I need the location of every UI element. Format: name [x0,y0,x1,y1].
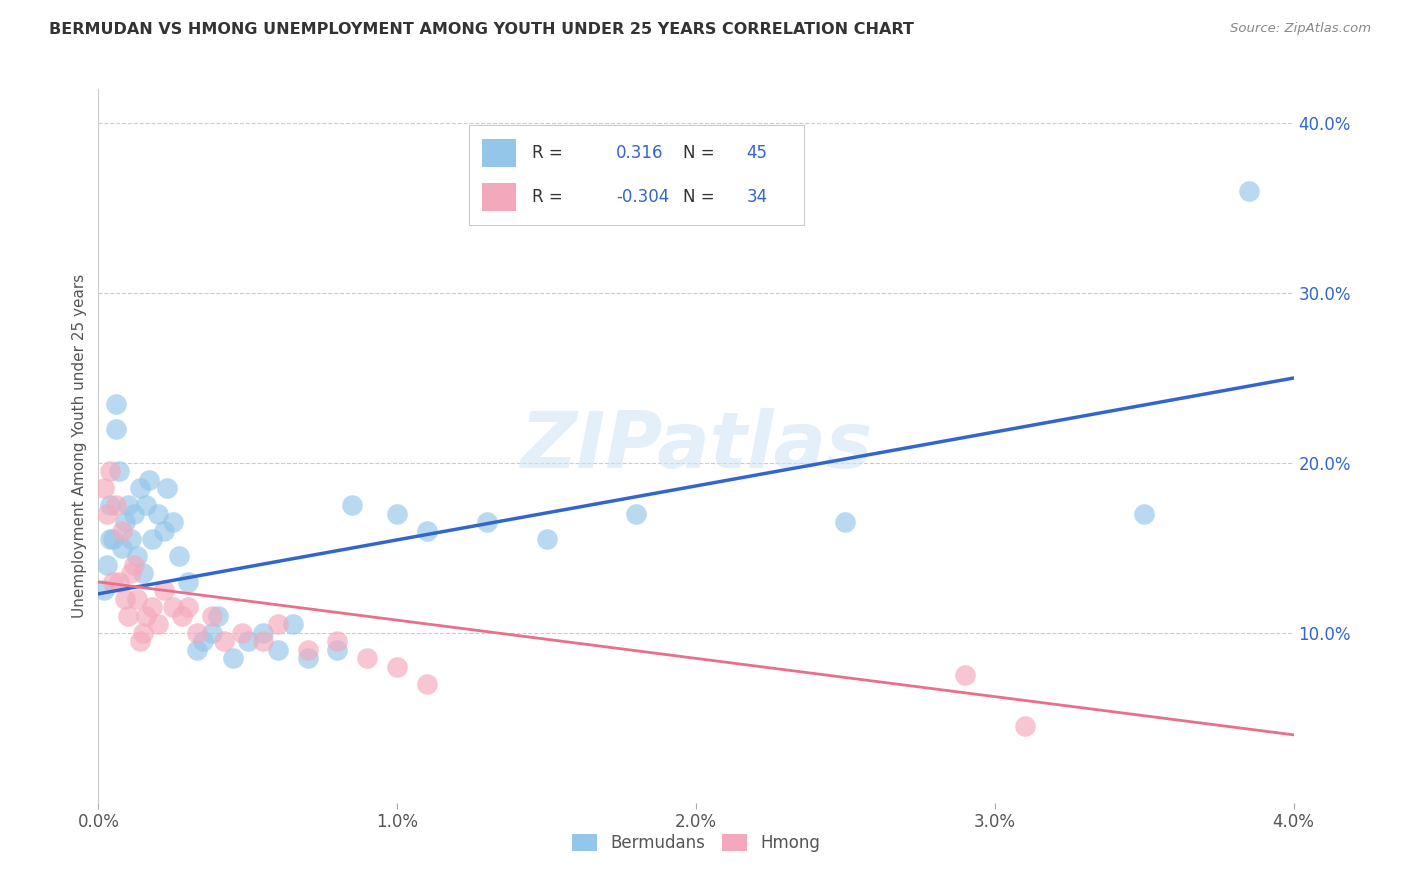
Point [267,617,290,632]
Point [124,507,146,521]
Point [129,482,152,496]
Point [132,626,155,640]
Point [117,499,139,513]
Point [201,626,224,640]
Text: Source: ZipAtlas.com: Source: ZipAtlas.com [1230,22,1371,36]
Point [93,482,115,496]
Point [129,634,152,648]
Point [138,473,160,487]
Point [105,499,128,513]
Point [416,677,439,691]
Point [267,643,290,657]
Point [120,566,142,581]
Point [98,533,122,547]
Point [117,608,139,623]
Text: ZIPatlas: ZIPatlas [520,408,872,484]
Point [201,608,224,623]
Point [191,634,214,648]
Point [162,600,184,615]
Point [252,634,274,648]
Point [416,524,439,538]
Point [297,651,319,665]
Point [207,608,229,623]
Point [1014,719,1036,733]
Point [98,465,122,479]
Point [626,507,648,521]
Point [167,549,190,564]
Point [177,574,200,589]
Point [385,660,409,674]
Point [475,516,498,530]
Point [326,643,349,657]
Point [172,608,194,623]
Point [120,533,142,547]
Point [103,574,125,589]
Point [103,533,125,547]
Point [162,516,184,530]
Point [141,533,163,547]
Point [153,583,176,598]
Point [114,516,136,530]
Point [108,574,131,589]
Point [96,558,118,572]
Point [111,541,134,555]
Point [148,507,170,521]
Point [98,499,122,513]
Point [186,643,208,657]
Point [111,524,134,538]
Text: BERMUDAN VS HMONG UNEMPLOYMENT AMONG YOUTH UNDER 25 YEARS CORRELATION CHART: BERMUDAN VS HMONG UNEMPLOYMENT AMONG YOU… [49,22,914,37]
Point [834,516,856,530]
Point [326,634,349,648]
Point [536,533,558,547]
Point [1237,184,1260,198]
Point [127,549,149,564]
Point [177,600,200,615]
Point [297,643,319,657]
Point [156,482,179,496]
Y-axis label: Unemployment Among Youth under 25 years: Unemployment Among Youth under 25 years [72,274,87,618]
Point [148,617,170,632]
Point [385,507,409,521]
Point [236,634,259,648]
Point [1133,507,1156,521]
Point [356,651,378,665]
Point [114,591,136,606]
Point [132,566,155,581]
Point [124,558,146,572]
Point [231,626,253,640]
Point [953,668,976,682]
Point [135,499,157,513]
Point [252,626,274,640]
Point [135,608,157,623]
Point [342,499,364,513]
Point [96,507,118,521]
Point [281,617,304,632]
Point [222,651,245,665]
Point [141,600,163,615]
Point [153,524,176,538]
Point [212,634,235,648]
Point [105,422,128,436]
Point [108,465,131,479]
Point [127,591,149,606]
Legend: Bermudans, Hmong: Bermudans, Hmong [565,827,827,859]
Point [186,626,208,640]
Point [93,583,115,598]
Point [105,396,128,410]
